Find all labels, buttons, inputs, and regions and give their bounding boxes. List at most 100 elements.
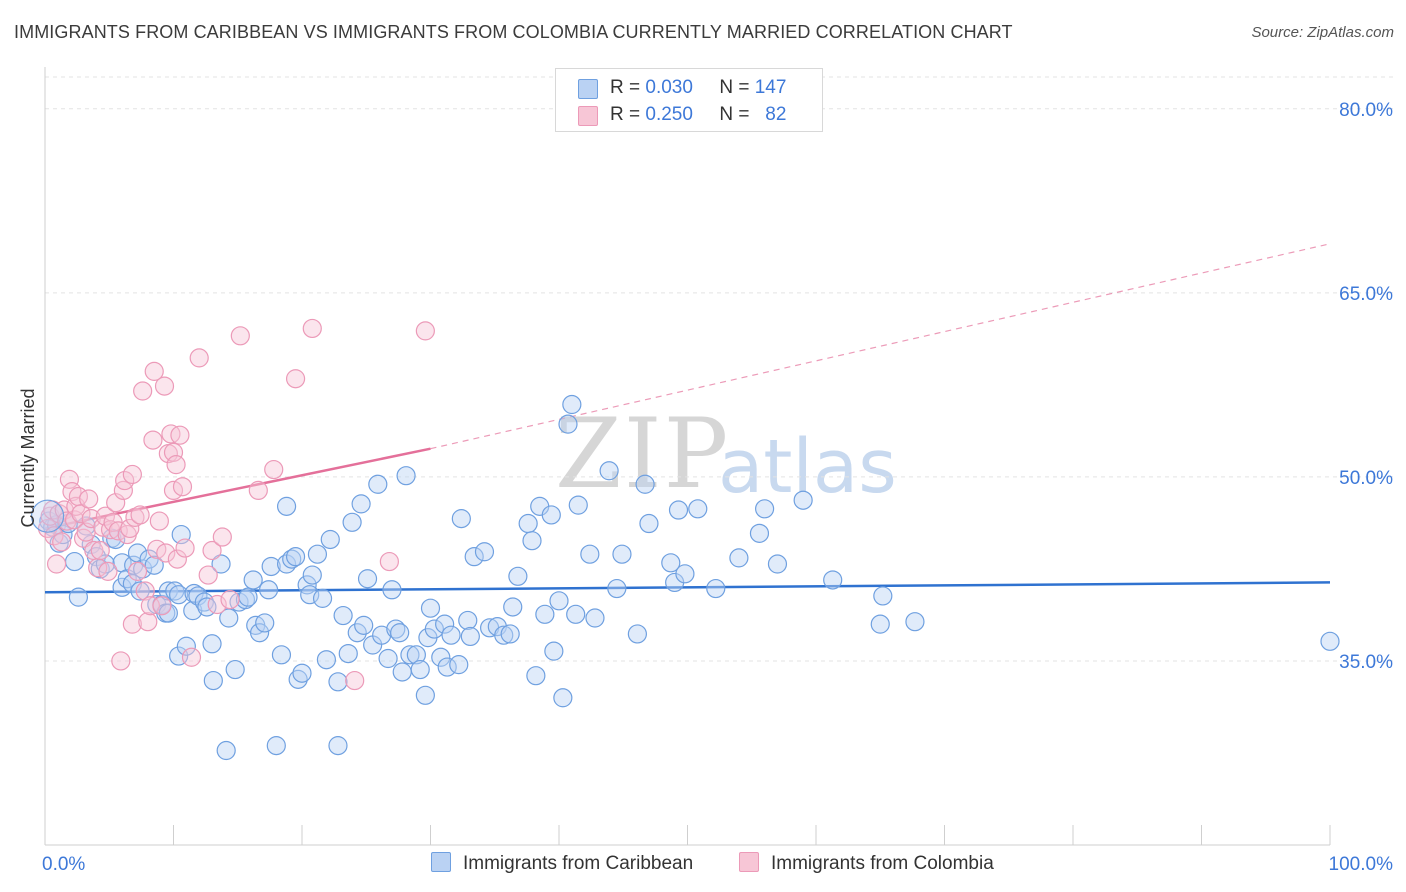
caribbean-legend-swatch-icon xyxy=(431,852,451,872)
caribbean-point xyxy=(169,585,189,605)
colombia-swatch-icon xyxy=(578,106,598,126)
caribbean-point xyxy=(451,509,471,529)
y-axis-label: Currently Married xyxy=(18,388,38,527)
caribbean-point xyxy=(396,466,416,486)
caribbean-point xyxy=(607,578,627,599)
n-label: N = xyxy=(719,77,750,98)
caribbean-point xyxy=(1320,631,1340,651)
colombia-point xyxy=(127,561,148,581)
caribbean-point xyxy=(390,623,410,643)
caribbean-point xyxy=(441,625,461,645)
caribbean-point xyxy=(158,603,178,623)
caribbean-point xyxy=(351,494,371,514)
caribbean-point xyxy=(392,662,412,682)
caribbean-point xyxy=(307,544,328,564)
caribbean-point xyxy=(873,586,893,606)
colombia-point xyxy=(98,561,118,581)
n-value: 147 xyxy=(754,77,787,98)
colombia-point xyxy=(71,504,91,524)
caribbean-point xyxy=(508,566,528,586)
colombia-point xyxy=(285,369,306,389)
colombia-point xyxy=(135,581,155,601)
colombia-point xyxy=(111,651,131,671)
r-label: R = xyxy=(610,77,641,98)
caribbean-point xyxy=(420,598,441,618)
colombia-point xyxy=(202,540,222,561)
colombia-point xyxy=(130,505,150,525)
colombia-point xyxy=(93,517,113,537)
caribbean-point xyxy=(749,523,770,543)
colombia-point xyxy=(143,430,163,450)
caribbean-point xyxy=(165,581,185,601)
caribbean-point xyxy=(823,570,843,590)
caribbean-point xyxy=(354,615,374,635)
caribbean-point xyxy=(558,414,578,434)
caribbean-point xyxy=(661,553,681,573)
caribbean-point xyxy=(225,659,245,680)
caribbean-point xyxy=(767,554,788,574)
caribbean-point xyxy=(460,626,480,647)
colombia-point xyxy=(302,318,322,339)
colombia-point xyxy=(156,543,176,563)
caribbean-point xyxy=(271,645,292,665)
caribbean-point xyxy=(406,645,426,665)
colombia-point xyxy=(133,381,153,401)
caribbean-point xyxy=(424,619,444,639)
n-value: 82 xyxy=(765,104,787,125)
colombia-point xyxy=(44,526,64,546)
x-tick-label: 0.0% xyxy=(42,854,85,875)
caribbean-point xyxy=(639,513,659,534)
legend-label-colombia: Immigrants from Colombia xyxy=(771,853,994,874)
caribbean-point xyxy=(431,647,451,667)
caribbean-point xyxy=(566,604,586,624)
caribbean-point xyxy=(258,580,279,600)
caribbean-point xyxy=(386,619,406,639)
colombia-legend-swatch-icon xyxy=(739,852,759,872)
colombia-point xyxy=(230,326,250,346)
caribbean-point xyxy=(139,549,159,569)
caribbean-point xyxy=(255,613,275,633)
caribbean-point xyxy=(415,685,435,705)
caribbean-point xyxy=(870,614,890,634)
colombia-point xyxy=(189,348,209,368)
colombia-point xyxy=(113,480,133,501)
colombia-point xyxy=(90,540,110,561)
caribbean-point xyxy=(400,645,420,665)
legend-item-colombia[interactable]: Immigrants from Colombia xyxy=(739,852,994,875)
caribbean-point xyxy=(133,559,153,579)
caribbean-point xyxy=(494,625,514,645)
colombia-point xyxy=(115,470,135,491)
colombia-point xyxy=(52,532,72,552)
caribbean-point xyxy=(249,623,270,643)
caribbean-point xyxy=(474,542,495,562)
caribbean-point xyxy=(688,499,708,519)
colombia-point xyxy=(154,376,175,396)
caribbean-point xyxy=(357,569,378,589)
colombia-point xyxy=(220,590,240,610)
caribbean-point xyxy=(68,587,89,607)
caribbean-point xyxy=(368,474,388,494)
caribbean-point xyxy=(568,495,588,515)
tick-labels: 35.0% 50.0% 65.0% 80.0% 0.0% 100.0% Currently … xyxy=(18,100,1393,875)
legend-label-caribbean: Immigrants from Caribbean xyxy=(463,853,694,874)
caribbean-point xyxy=(518,513,538,534)
caribbean-point xyxy=(266,736,286,756)
y-tick-label: 50.0% xyxy=(1339,468,1393,489)
x-tick-label: 100.0% xyxy=(1329,854,1394,875)
legend-item-caribbean[interactable]: Immigrants from Caribbean xyxy=(431,852,693,875)
trend-lines xyxy=(44,243,1331,594)
caribbean-point xyxy=(333,605,353,626)
colombia-point xyxy=(46,554,67,574)
caribbean-point xyxy=(635,474,655,494)
colombia-point xyxy=(167,549,187,569)
caribbean-trend-line xyxy=(44,581,1331,594)
colombia-point xyxy=(152,596,172,616)
caribbean-point xyxy=(338,643,358,664)
caribbean-point xyxy=(612,544,632,564)
caribbean-point xyxy=(378,648,398,669)
caribbean-point xyxy=(599,461,619,481)
caribbean-point xyxy=(144,555,164,575)
colombia-point xyxy=(166,455,186,475)
caribbean-point xyxy=(706,578,726,599)
chart-title: IMMIGRANTS FROM CARIBBEAN VS IMMIGRANTS … xyxy=(14,22,1013,42)
